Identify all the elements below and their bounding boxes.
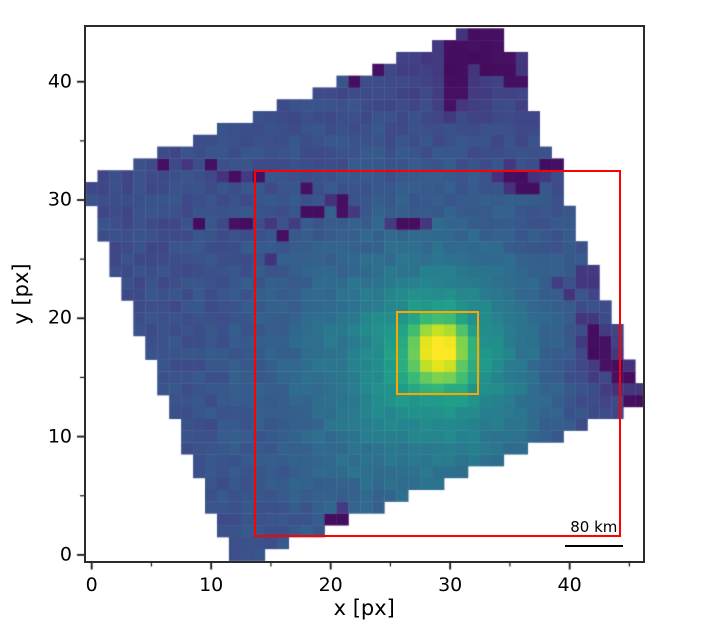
x-tick-label: 40: [557, 573, 582, 596]
x-tick-label: 30: [438, 573, 463, 596]
scalebar-label: 80 km: [570, 518, 618, 536]
x-tick-label: 10: [199, 573, 224, 596]
x-tick-label: 0: [85, 573, 98, 596]
y-tick-label: 10: [47, 425, 72, 448]
y-tick-label: 0: [59, 543, 72, 566]
y-tick-label: 40: [47, 70, 72, 93]
x-tick-label: 20: [318, 573, 343, 596]
y-tick-label: 20: [47, 306, 72, 329]
y-axis-label: y [px]: [9, 263, 33, 325]
x-axis-label: x [px]: [333, 596, 395, 620]
y-tick-label: 30: [47, 188, 72, 211]
scalebar-line: [564, 544, 623, 548]
